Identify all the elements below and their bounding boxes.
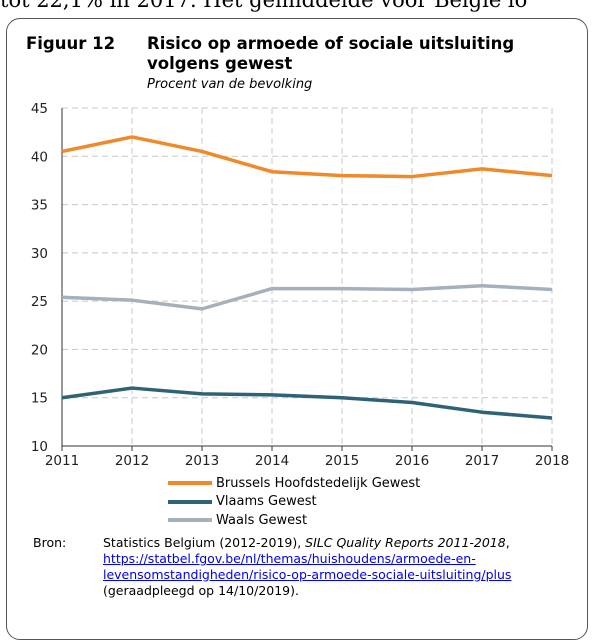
series-line-2	[61, 283, 553, 311]
x-tick-2012: 2012	[115, 453, 149, 469]
source-text: Statistics Belgium (2012-2019),	[103, 535, 306, 550]
x-tick-2018: 2018	[535, 453, 569, 469]
source-body: Statistics Belgium (2012-2019), SILC Qua…	[103, 535, 563, 599]
x-tick-2016: 2016	[395, 453, 429, 469]
axes	[61, 108, 553, 451]
source-link[interactable]: https://statbel.fgov.be/nl/themas/huisho…	[103, 551, 512, 582]
y-tick-35: 35	[31, 198, 48, 214]
source-comma: ,	[505, 535, 510, 550]
legend-swatch-vlaams	[168, 499, 212, 504]
y-tick-45: 45	[31, 101, 48, 117]
figure-panel	[6, 18, 588, 640]
x-tick-2015: 2015	[325, 453, 359, 469]
x-tick-2014: 2014	[255, 453, 289, 469]
x-tick-2013: 2013	[185, 453, 219, 469]
source-report-title: SILC Quality Reports 2011-2018	[305, 535, 506, 550]
source-label: Bron:	[33, 535, 67, 550]
source-date: (geraadpleegd op 14/10/2019).	[103, 583, 299, 598]
y-tick-20: 20	[31, 342, 48, 358]
series-lines	[61, 135, 553, 420]
legend-item-vlaams: Vlaams Gewest	[168, 493, 420, 512]
x-tick-2017: 2017	[465, 453, 499, 469]
series-line-0	[61, 135, 553, 179]
y-tick-30: 30	[31, 246, 48, 262]
y-tick-labels: 10 15 20 25 30 35 40 45	[31, 101, 48, 455]
x-tick-2011: 2011	[45, 453, 79, 469]
legend-label-brussels: Brussels Hoofdstedelijk Gewest	[216, 475, 421, 491]
figure-subtitle: Procent van de bevolking	[147, 77, 313, 92]
legend-item-waals: Waals Gewest	[168, 511, 420, 530]
figure-title: Risico op armoede of sociale uitsluiting…	[147, 34, 515, 73]
y-tick-15: 15	[31, 391, 48, 407]
x-tick-labels: 2011 2012 2013 2014 2015 2016 2017 2018	[45, 453, 569, 469]
legend-item-brussels: Brussels Hoofdstedelijk Gewest	[168, 474, 420, 493]
y-tick-40: 40	[31, 149, 48, 165]
legend-label-waals: Waals Gewest	[216, 512, 308, 528]
figure-label: Figuur 12	[26, 34, 116, 53]
legend: Brussels Hoofdstedelijk Gewest Vlaams Ge…	[168, 474, 420, 530]
legend-label-vlaams: Vlaams Gewest	[216, 494, 317, 510]
legend-swatch-brussels	[168, 481, 212, 486]
preceding-body-text: tot 22,1% in 2017. Het gemiddelde voor B…	[0, 0, 528, 12]
legend-swatch-waals	[168, 518, 212, 523]
y-tick-10: 10	[31, 439, 48, 455]
y-tick-25: 25	[31, 294, 48, 310]
series-line-1	[61, 386, 553, 420]
